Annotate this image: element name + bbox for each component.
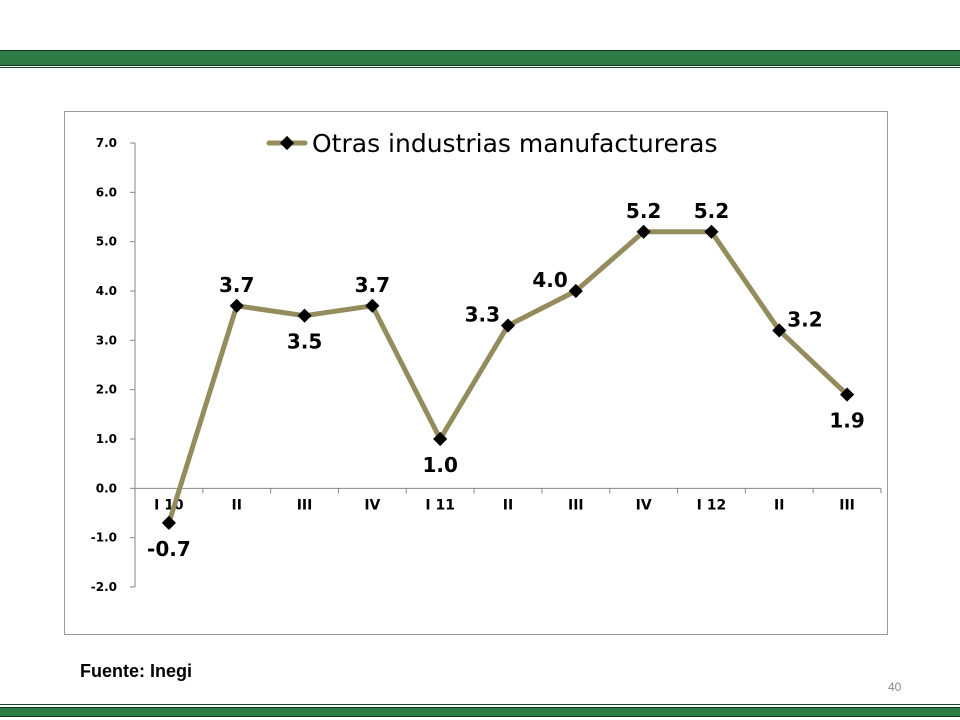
- data-label: 3.2: [787, 307, 822, 331]
- data-point: [568, 283, 583, 299]
- data-point: [704, 224, 719, 239]
- y-tick-label: 4.0: [96, 284, 117, 298]
- y-tick-label: -2.0: [91, 580, 117, 594]
- series-line: [166, 229, 849, 524]
- data-point: [297, 308, 312, 323]
- x-tick-label: II: [503, 497, 513, 513]
- y-tick-label: 0.0: [96, 481, 117, 495]
- data-label: 3.7: [219, 273, 254, 297]
- x-tick-label: I 10: [154, 497, 184, 513]
- legend-label: Otras industrias manufactureras: [312, 129, 718, 158]
- x-tick-label: I 11: [425, 497, 455, 513]
- x-tick-label: III: [297, 497, 313, 513]
- x-tick-label: III: [839, 497, 855, 513]
- source-note: Fuente: Inegi: [80, 661, 192, 681]
- x-tick-label: II: [232, 497, 242, 513]
- data-point: [365, 298, 380, 313]
- page-number: 40: [888, 680, 902, 694]
- y-tick-label: 5.0: [96, 235, 117, 249]
- data-point: [772, 323, 787, 338]
- x-tick-label: IV: [636, 497, 652, 513]
- data-point: [433, 431, 448, 447]
- data-point: [840, 387, 855, 402]
- x-tick-label: II: [774, 497, 784, 513]
- data-point: [229, 298, 244, 313]
- x-tick-label: III: [568, 497, 584, 513]
- data-label: 5.2: [626, 199, 661, 223]
- y-tick-label: -1.0: [91, 531, 117, 545]
- chart-area: 7.0 6.0 5.0 4.0 3.0 2.0 1.0 0.0 -1.0 -2.0 I 10 II II…: [64, 111, 888, 635]
- data-point: [500, 318, 516, 333]
- x-tick-label: IV: [364, 497, 380, 513]
- top-band: [0, 50, 960, 66]
- y-tick-label: 3.0: [96, 333, 117, 347]
- y-tick-label: 1.0: [96, 432, 117, 446]
- data-label: 3.5: [287, 330, 322, 354]
- bottom-band-line: [0, 704, 960, 705]
- data-label: 5.2: [694, 199, 729, 223]
- y-tick-label: 6.0: [96, 185, 117, 199]
- data-label: 3.7: [355, 273, 390, 297]
- top-band-line: [0, 67, 960, 68]
- line-chart: 7.06.05.04.03.02.01.00.0-1.0-2.0I 10 II II…: [91, 129, 882, 594]
- y-tick-label: 7.0: [96, 136, 117, 150]
- data-point: [161, 515, 176, 530]
- data-point: [636, 224, 651, 239]
- data-label: -0.7: [147, 537, 191, 561]
- y-tick-label: 2.0: [96, 383, 117, 397]
- bottom-band: [0, 707, 960, 717]
- data-label: 3.3: [465, 303, 500, 327]
- data-label: 4.0: [532, 268, 567, 292]
- x-tick-label: I 12: [697, 497, 727, 513]
- data-label: 1.0: [422, 453, 457, 477]
- legend-marker: [279, 135, 295, 151]
- data-label: 1.9: [829, 409, 864, 433]
